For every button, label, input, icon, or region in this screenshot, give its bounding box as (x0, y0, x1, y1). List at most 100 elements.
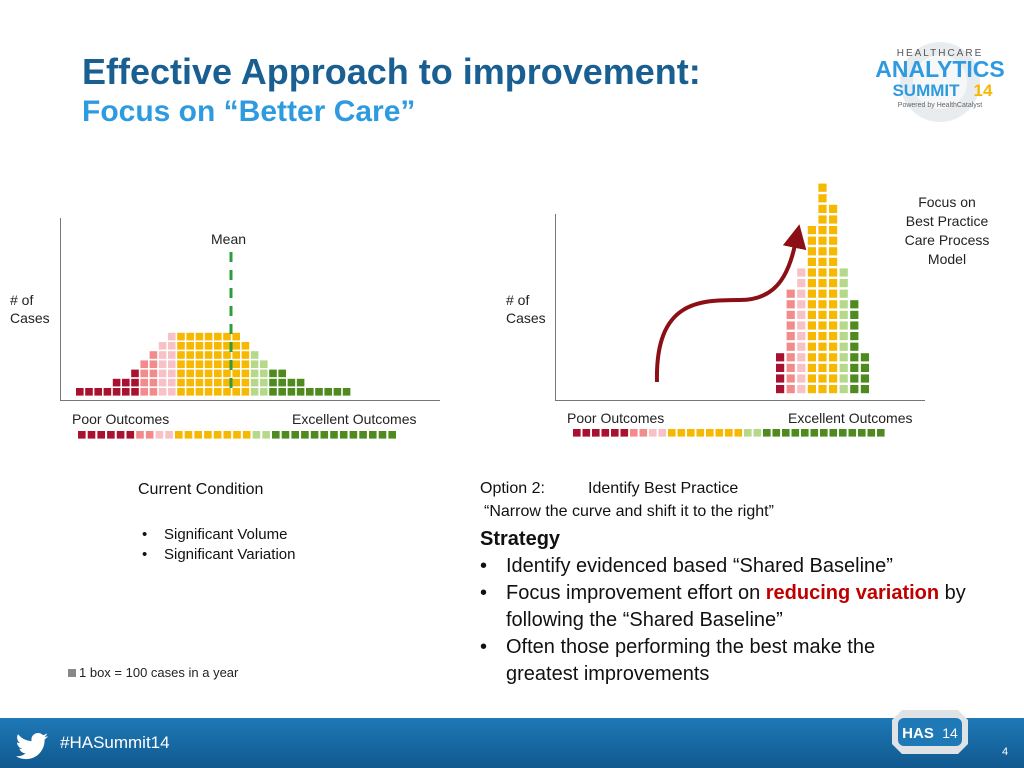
right-chart-box (807, 385, 816, 394)
left-chart-box (131, 388, 139, 396)
left-chart-box (158, 369, 167, 378)
right-chart-box (786, 385, 795, 394)
right-chart-box (850, 374, 859, 383)
right-chart-box (807, 374, 816, 383)
option-heading: Option 2: Identify Best Practice (480, 480, 739, 497)
left-chart-box (168, 369, 176, 378)
right-scale-strip-box (867, 429, 876, 437)
right-chart-box (776, 374, 785, 383)
right-chart-box (786, 363, 795, 372)
right-chart-box (818, 342, 827, 351)
left-scale-strip-box (204, 431, 212, 439)
right-scale-strip-box (649, 429, 657, 437)
right-chart-box (829, 289, 838, 298)
left-chart-box (223, 369, 231, 378)
left-chart-box (186, 369, 194, 378)
right-chart-box (797, 374, 806, 383)
right-chart-box (818, 289, 827, 298)
right-chart-box (797, 353, 806, 362)
left-scale-strip-box (359, 431, 367, 439)
right-scale-strip-box (668, 429, 676, 437)
left-chart-box (158, 342, 167, 350)
right-y-axis (555, 214, 556, 400)
right-chart-box (807, 247, 816, 256)
right-chart-box (807, 226, 816, 235)
left-chart-box (131, 378, 139, 387)
right-chart-box (850, 321, 859, 330)
left-chart-box (186, 351, 194, 359)
right-chart-box (829, 279, 838, 288)
left-chart-box (223, 360, 231, 368)
left-chart-box (103, 388, 112, 396)
strategy-heading: Strategy (480, 528, 561, 550)
right-chart-box (860, 374, 869, 383)
right-chart-box (776, 353, 785, 362)
legend-note: 1 box = 100 cases in a year (68, 664, 238, 681)
right-chart-box (807, 289, 816, 298)
right-x-label-poor: Poor Outcomes (567, 410, 665, 426)
right-chart-box (818, 353, 827, 362)
left-chart-box (177, 332, 185, 341)
left-scale-strip-box (252, 431, 261, 439)
left-scale-strip-box (155, 431, 164, 439)
left-scale-strip-box (291, 431, 299, 439)
right-scale-strip-box (734, 429, 743, 437)
right-chart-box (818, 300, 827, 309)
left-chart-box (149, 351, 158, 359)
right-scale-strip-box (829, 429, 838, 437)
left-chart-box (195, 369, 204, 378)
left-scale-strip-box (310, 431, 319, 439)
right-chart-box (807, 300, 816, 309)
left-chart-box (140, 378, 148, 387)
right-scale-strip-box (763, 429, 771, 437)
svg-text:SUMMIT: SUMMIT (892, 81, 960, 100)
left-chart-box (168, 351, 176, 359)
left-scale-strip-box (369, 431, 377, 439)
left-chart-box (223, 378, 231, 387)
right-chart-box (807, 321, 816, 330)
right-chart-box (797, 300, 806, 309)
left-chart-box (177, 351, 185, 359)
left-chart-box (177, 388, 185, 396)
right-scale-strip-box (696, 429, 705, 437)
right-chart-box (797, 332, 806, 341)
left-chart-box (232, 378, 240, 387)
left-chart-box (250, 360, 259, 368)
right-chart-box (807, 363, 816, 372)
slide-title: Effective Approach to improvement: (82, 51, 701, 92)
left-chart-box (177, 342, 185, 350)
right-scale-strip-box (573, 429, 581, 437)
left-chart-box (168, 378, 176, 387)
right-chart-box (839, 300, 848, 309)
left-scale-strip-box (213, 431, 222, 439)
left-chart-box (250, 351, 259, 359)
right-scale-strip-box (630, 429, 638, 437)
right-scale-strip-box (801, 429, 809, 437)
left-chart-box (195, 351, 204, 359)
left-chart-box (186, 378, 194, 387)
left-chart-box (177, 378, 185, 387)
right-y-label-2: Cases (506, 310, 546, 326)
left-chart-box (158, 351, 167, 359)
left-chart-box (214, 378, 222, 387)
footer-bar (0, 718, 1024, 768)
left-scale-strip-box (242, 431, 251, 439)
right-chart-box (786, 332, 795, 341)
right-chart-box (839, 342, 848, 351)
right-chart-box (829, 215, 838, 224)
left-chart-box (168, 332, 176, 341)
svg-text:Powered by HealthCatalyst: Powered by HealthCatalyst (898, 102, 982, 109)
left-chart-box (214, 342, 222, 350)
right-chart-box (860, 385, 869, 394)
left-x-label-poor: Poor Outcomes (72, 411, 170, 427)
left-chart-box (168, 342, 176, 350)
right-chart-box (850, 353, 859, 362)
right-chart-box (829, 374, 838, 383)
left-chart-box (241, 360, 250, 368)
right-chart-box (850, 300, 859, 309)
twitter-bird-icon[interactable] (14, 732, 50, 760)
left-chart-box (287, 378, 296, 387)
left-chart-box (241, 342, 250, 350)
right-chart-box (786, 374, 795, 383)
right-chart-box (839, 374, 848, 383)
